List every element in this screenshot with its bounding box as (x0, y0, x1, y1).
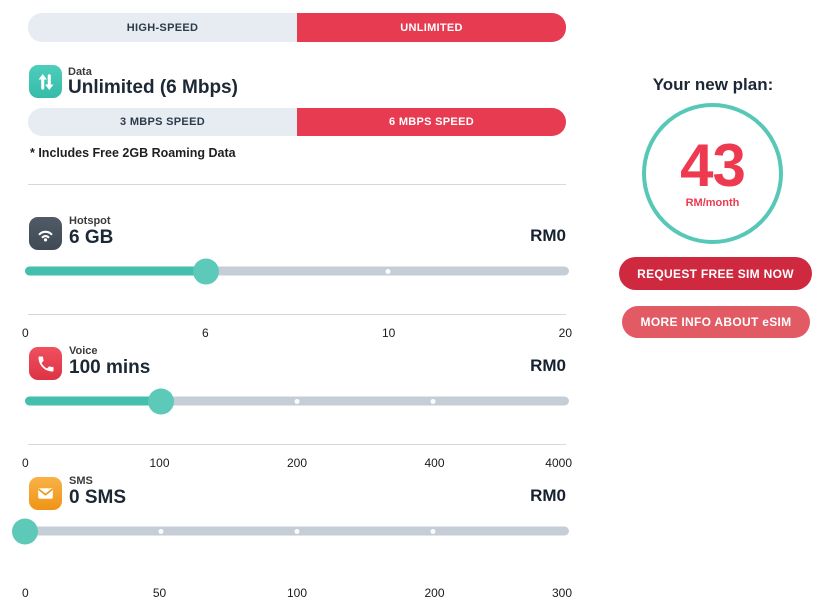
roaming-note: * Includes Free 2GB Roaming Data (30, 146, 236, 160)
speed-toggle: 3 MBPS SPEED 6 MBPS SPEED (28, 108, 566, 136)
hotspot-slider-ticks: 0 6 10 20 (22, 326, 572, 341)
tick-label: 6 (201, 326, 209, 340)
divider (28, 314, 566, 315)
slider-step-dot (294, 528, 300, 534)
plan-price-circle: 43 RM/month (642, 103, 783, 244)
hotspot-price: RM0 (530, 226, 566, 245)
voice-value: 100 mins (69, 357, 151, 378)
data-value: Unlimited (6 Mbps) (68, 77, 238, 98)
tick-label: 100 (149, 456, 170, 470)
hotspot-slider[interactable]: 0 6 10 20 (22, 258, 572, 340)
plan-price-unit: RM/month (685, 197, 740, 209)
tick-label: 400 (424, 456, 445, 470)
voice-slider-ticks: 0 100 200 400 4000 (22, 456, 572, 471)
hotspot-slider-fill (25, 266, 207, 276)
request-free-sim-button[interactable]: REQUEST FREE SIM NOW (619, 257, 812, 290)
tick-label: 0 (22, 586, 29, 600)
voice-slider-fill (25, 396, 161, 406)
voice-section: Voice 100 mins RM0 0 100 200 400 4000 (22, 343, 572, 470)
tick-label: 0 (22, 456, 29, 470)
phone-icon (29, 347, 62, 380)
tick-label: 100 (286, 586, 308, 600)
tick-label: 0 (22, 326, 29, 340)
divider (28, 184, 566, 185)
data-label: Data (68, 66, 92, 78)
envelope-icon (29, 477, 62, 510)
mode-toggle-high-speed[interactable]: HIGH-SPEED (28, 13, 297, 42)
tick-label: 10 (381, 326, 396, 340)
sms-section: SMS 0 SMS RM0 0 50 100 200 300 (12, 473, 572, 600)
sms-slider-track[interactable] (12, 518, 569, 544)
tick-label: 20 (558, 326, 572, 340)
hotspot-label: Hotspot (69, 215, 111, 227)
voice-slider-handle[interactable] (148, 388, 174, 414)
more-info-esim-button[interactable]: MORE INFO ABOUT eSIM (622, 306, 810, 338)
speed-toggle-6mbps[interactable]: 6 MBPS SPEED (297, 108, 566, 136)
hotspot-section: Hotspot 6 GB RM0 0 6 10 20 (22, 213, 572, 340)
sms-value: 0 SMS (69, 487, 127, 508)
voice-label: Voice (69, 345, 98, 357)
slider-step-dot (430, 398, 436, 404)
tick-label: 200 (424, 586, 445, 600)
wifi-icon (29, 217, 62, 250)
mode-toggle: HIGH-SPEED UNLIMITED (28, 13, 566, 42)
hotspot-slider-handle[interactable] (193, 258, 220, 284)
speed-toggle-3mbps[interactable]: 3 MBPS SPEED (28, 108, 297, 136)
slider-step-dot (430, 528, 436, 534)
slider-step-dot (294, 398, 300, 404)
sms-slider-ticks: 0 50 100 200 300 (22, 586, 572, 601)
hotspot-slider-track[interactable] (25, 258, 569, 284)
tick-label: 200 (286, 456, 308, 470)
plan-price: 43 (680, 132, 746, 199)
tick-label: 4000 (545, 456, 572, 470)
hotspot-value: 6 GB (69, 227, 114, 248)
plan-title: Your new plan: (652, 75, 774, 94)
sms-price: RM0 (530, 486, 566, 505)
sms-label: SMS (69, 475, 93, 487)
slider-step-dot (158, 528, 164, 534)
voice-price: RM0 (530, 356, 566, 375)
tick-label: 300 (551, 586, 572, 600)
divider (28, 444, 566, 445)
voice-slider[interactable]: 0 100 200 400 4000 (22, 388, 572, 470)
tick-label: 50 (152, 586, 167, 600)
voice-slider-track[interactable] (25, 388, 569, 414)
slider-step-dot (385, 268, 391, 274)
mode-toggle-unlimited[interactable]: UNLIMITED (297, 13, 566, 42)
sms-slider-handle[interactable] (12, 518, 38, 544)
sms-slider[interactable]: 0 50 100 200 300 (12, 518, 572, 600)
data-transfer-icon (29, 65, 62, 98)
